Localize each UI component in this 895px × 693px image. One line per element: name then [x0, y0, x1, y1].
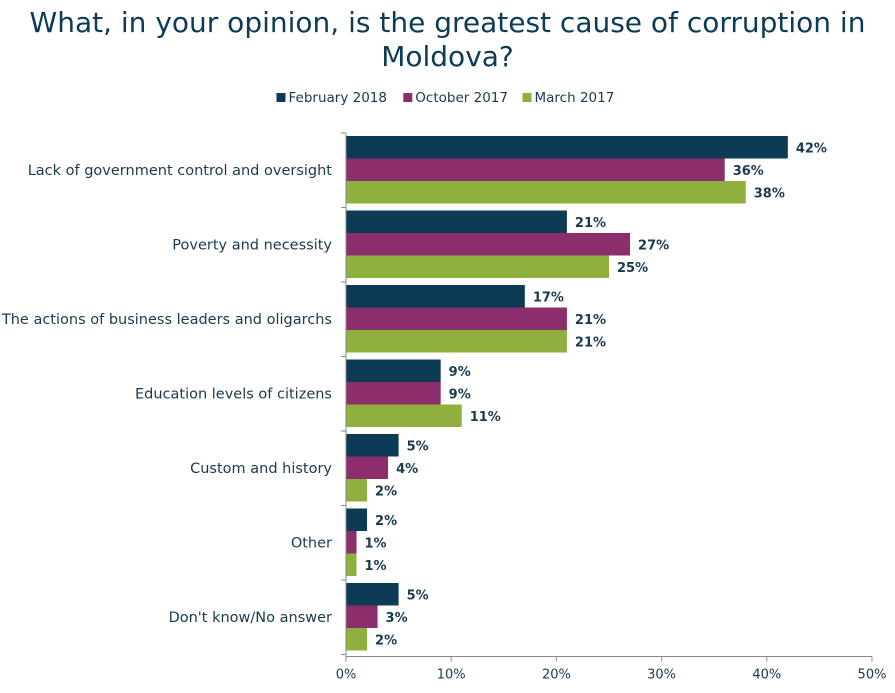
- bar-5-3: [346, 479, 368, 502]
- category-label-3: The actions of business leaders and olig…: [1, 312, 332, 328]
- data-label-2-3: 25%: [617, 261, 648, 276]
- bar-4-1: [346, 359, 441, 382]
- data-label-5-3: 2%: [375, 484, 397, 499]
- legend-swatch-1: [276, 93, 286, 102]
- data-label-6-1: 2%: [375, 514, 397, 529]
- x-tick-label-3: 20%: [542, 668, 571, 683]
- data-label-4-3: 11%: [470, 410, 501, 425]
- data-label-7-1: 5%: [407, 588, 429, 603]
- data-label-2-2: 27%: [638, 238, 669, 253]
- data-label-5-1: 5%: [407, 439, 429, 454]
- data-label-7-3: 2%: [375, 633, 397, 648]
- bar-3-3: [346, 330, 567, 353]
- data-label-5-2: 4%: [396, 462, 418, 477]
- bar-4-3: [346, 404, 462, 427]
- data-label-1-1: 42%: [796, 141, 827, 156]
- category-label-2: Poverty and necessity: [172, 237, 332, 253]
- data-label-7-2: 3%: [386, 611, 408, 626]
- data-label-1-2: 36%: [733, 164, 764, 179]
- legend-swatch-2: [403, 93, 413, 102]
- bar-5-2: [346, 456, 389, 479]
- bar-3-1: [346, 285, 525, 308]
- chart-title: What, in your opinion, is the greatest c…: [29, 6, 866, 73]
- data-label-6-3: 1%: [365, 559, 387, 574]
- data-label-4-1: 9%: [449, 365, 471, 380]
- bar-2-2: [346, 233, 631, 256]
- legend-label-2: October 2017: [415, 90, 508, 106]
- bar-3-2: [346, 307, 567, 330]
- data-label-2-1: 21%: [575, 216, 606, 231]
- bar-4-2: [346, 382, 441, 405]
- legend-swatch-3: [522, 93, 532, 102]
- bar-5-1: [346, 434, 399, 457]
- bar-1-1: [346, 136, 788, 159]
- bar-2-3: [346, 255, 609, 278]
- category-label-4: Education levels of citizens: [135, 386, 332, 402]
- x-tick-label-1: 0%: [336, 668, 357, 683]
- bar-6-2: [346, 531, 357, 554]
- bar-7-2: [346, 605, 378, 628]
- category-label-6: Other: [291, 535, 332, 551]
- bar-7-1: [346, 583, 399, 606]
- data-label-3-1: 17%: [533, 290, 564, 305]
- data-label-4-2: 9%: [449, 387, 471, 402]
- legend-label-1: February 2018: [289, 90, 387, 106]
- legend-label-3: March 2017: [535, 90, 615, 106]
- category-label-5: Custom and history: [190, 461, 332, 477]
- x-tick-label-6: 50%: [858, 668, 887, 683]
- bar-1-3: [346, 181, 746, 204]
- data-label-3-2: 21%: [575, 313, 606, 328]
- bar-7-3: [346, 628, 368, 651]
- data-label-1-3: 38%: [754, 186, 785, 201]
- x-tick-label-4: 30%: [647, 668, 676, 683]
- bar-6-1: [346, 508, 368, 531]
- category-label-7: Don't know/No answer: [169, 610, 332, 626]
- bar-1-2: [346, 158, 725, 181]
- bar-6-3: [346, 553, 357, 576]
- data-label-3-3: 21%: [575, 335, 606, 350]
- bar-2-1: [346, 210, 567, 233]
- category-label-1: Lack of government control and oversight: [28, 163, 333, 179]
- x-tick-label-2: 10%: [437, 668, 466, 683]
- data-label-6-2: 1%: [365, 536, 387, 551]
- x-tick-label-5: 40%: [752, 668, 781, 683]
